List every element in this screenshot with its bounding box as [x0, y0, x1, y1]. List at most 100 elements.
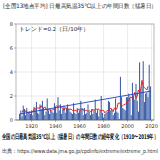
tick-label: 1960 — [73, 123, 86, 129]
bar — [82, 115, 84, 120]
bar — [64, 113, 66, 120]
background — [0, 0, 160, 160]
bar — [47, 110, 49, 120]
tick-label: 2020 — [145, 123, 158, 129]
bar — [142, 61, 144, 120]
line — [22, 80, 148, 112]
bar — [38, 114, 40, 120]
bar — [112, 115, 114, 120]
tick — [14, 96, 16, 97]
bar — [74, 113, 76, 120]
bar — [134, 100, 136, 120]
bar — [135, 84, 137, 120]
tick-label: 1980 — [97, 123, 110, 129]
chart: [全国13地点平均] 日最高気温35℃以上の年間日数（猛暑日）トレンド=0.2（… — [0, 0, 160, 160]
bar — [116, 112, 118, 120]
bar — [51, 112, 53, 120]
bar — [44, 115, 46, 120]
bar — [61, 114, 63, 120]
bar — [70, 113, 72, 120]
bar — [21, 116, 23, 120]
bar — [77, 113, 79, 120]
line — [20, 91, 151, 114]
bar — [119, 77, 121, 120]
bar — [49, 114, 51, 120]
bar — [57, 97, 59, 120]
bar — [141, 86, 143, 120]
bar — [109, 102, 111, 120]
bar — [93, 110, 95, 120]
bar — [146, 92, 148, 120]
bar — [98, 116, 100, 120]
tick — [14, 24, 16, 25]
bar — [103, 118, 105, 120]
tick — [14, 48, 16, 49]
bar — [140, 91, 142, 120]
bar — [147, 97, 149, 120]
bar — [45, 112, 47, 120]
bar — [106, 112, 108, 120]
bar — [37, 113, 39, 120]
bar — [143, 102, 145, 120]
bar — [68, 109, 70, 120]
bar — [73, 103, 75, 120]
bar — [58, 110, 60, 120]
bar — [148, 65, 150, 120]
bar — [125, 97, 127, 120]
bar — [97, 109, 99, 120]
bar — [32, 115, 34, 120]
bar — [122, 108, 124, 120]
tick-label: 2 — [10, 93, 13, 99]
bar — [27, 113, 29, 120]
bar — [117, 113, 119, 120]
bar — [99, 110, 101, 120]
bar — [71, 114, 73, 120]
bar — [75, 114, 77, 120]
bar — [129, 98, 131, 120]
bar — [105, 113, 107, 120]
bar — [121, 97, 123, 120]
bar — [19, 114, 21, 120]
bar — [124, 110, 126, 120]
bar — [79, 110, 81, 120]
grid-line — [103, 24, 104, 120]
bar — [113, 113, 115, 120]
bar — [130, 115, 132, 120]
grid-line — [55, 24, 56, 120]
tick-label: 0 — [10, 117, 13, 123]
source: 出典：https://www.data.jma.go.jp/cpdinfo/ex… — [2, 148, 158, 155]
bar — [52, 113, 54, 120]
title: [全国13地点平均] 日最高気温35℃以上の年間日数（猛暑日） — [3, 2, 157, 10]
grid-line — [16, 24, 154, 25]
bar — [104, 114, 106, 120]
tick-label: 1920 — [25, 123, 38, 129]
grid-line — [151, 24, 152, 120]
tick-label: 8 — [10, 21, 13, 27]
bar — [101, 113, 103, 120]
grid-line — [31, 24, 32, 120]
bar — [62, 109, 64, 120]
bar — [136, 101, 138, 120]
tick — [14, 120, 16, 121]
tick-label: 4 — [10, 69, 13, 75]
tick — [14, 72, 16, 73]
bar — [133, 96, 135, 120]
bar — [20, 110, 22, 120]
bar — [92, 114, 94, 120]
plot-area — [19, 61, 151, 120]
bar — [67, 104, 69, 120]
bar — [145, 94, 147, 120]
bar — [88, 112, 90, 120]
bar — [131, 83, 133, 120]
tick-label: 1940 — [49, 123, 62, 129]
grid-line — [79, 24, 80, 120]
bar — [56, 113, 58, 120]
bar — [65, 108, 67, 120]
grid-line — [127, 24, 128, 120]
bar — [89, 115, 91, 120]
plot-frame — [16, 24, 154, 120]
tick-label: 6 — [10, 45, 13, 51]
bar — [95, 113, 97, 120]
caption: 全国の日最高気温35℃以上（猛暑日）の年間日数の経年変化（1910〜2019年） — [1, 132, 158, 141]
bar — [29, 114, 31, 120]
